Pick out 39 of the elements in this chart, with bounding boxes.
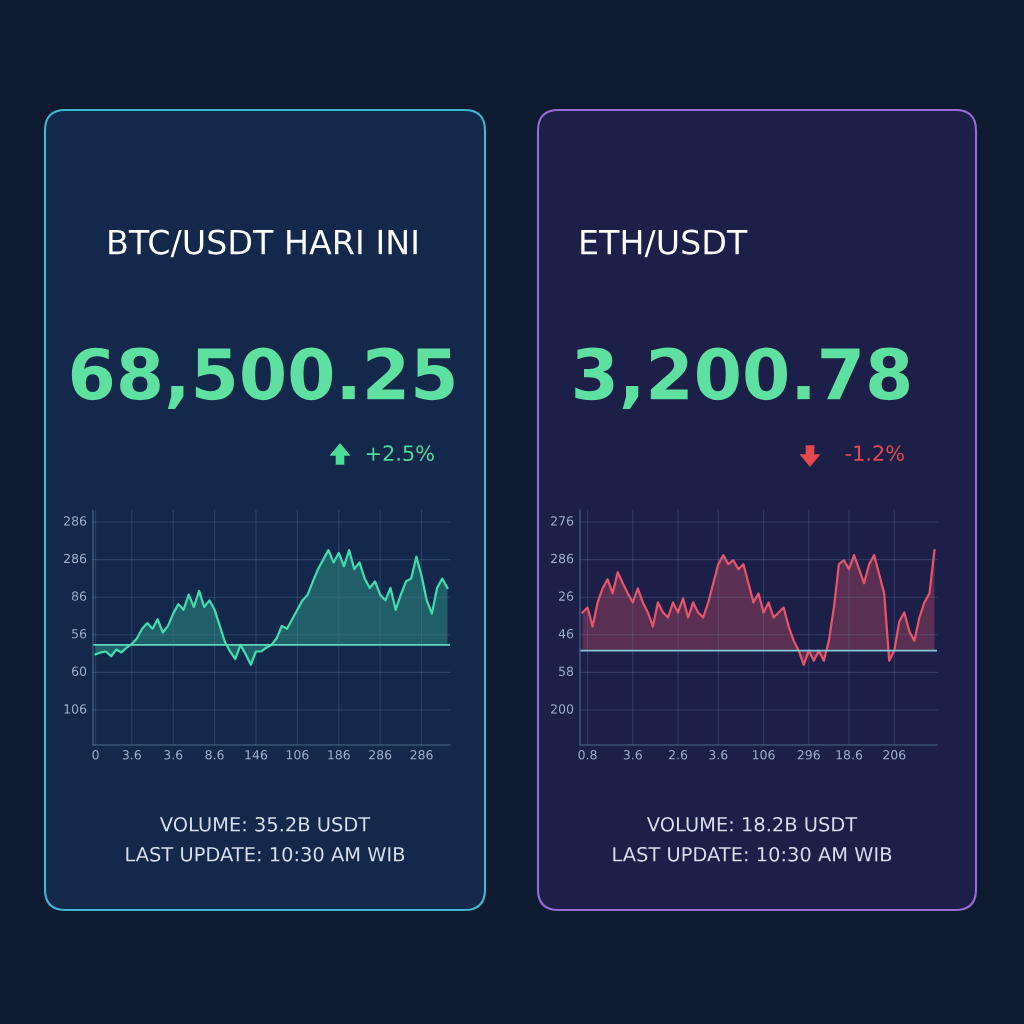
text: LAST UPDATE: 10:30 AM WIB [126,846,405,862]
text: LAST UPDATE: 10:30 AM WIB [613,846,892,862]
x-tick-label: 3.6 [164,750,183,760]
text: 58 [559,666,574,677]
text: 286 [64,553,87,564]
x-tick-label: 2.6 [669,750,688,760]
chart-title: ETH/USDT [581,229,748,258]
text: 106 [64,704,87,714]
text: VOLUME: 35.2B USDT [159,816,371,832]
text: 60 [71,666,87,677]
x-tick-label: 3.6 [122,750,141,760]
text: 86 [71,591,87,601]
text: +2.5% [366,445,434,462]
x-tick-label: 106 [286,750,309,760]
x-tick-label: 186 [328,750,350,760]
text: -1.2% [845,445,904,462]
x-tick-label: 296 [797,750,820,760]
chart-subtitle: 3,200.78 [575,347,910,410]
x-tick-label: 0.8 [578,750,597,760]
x-tick-label: 8.6 [205,750,224,760]
text: VOLUME: 18.2B USDT [646,816,858,832]
x-tick-label: 106 [752,750,775,760]
x-tick-label: 206 [883,750,906,760]
text: 286 [551,553,574,564]
x-tick-label: 146 [245,750,268,760]
text: 286 [64,516,87,526]
chart-title: BTC/USDT HARI INI [109,229,417,258]
text: 200 [551,704,574,714]
chart-subtitle: 68,500.25 [71,347,454,410]
x-tick-label: 3.6 [623,750,642,760]
x-tick-label: 0 [92,750,99,760]
x-tick-label: 18.6 [836,750,863,760]
x-tick-label: 286 [410,750,433,760]
x-tick-label: 286 [369,750,392,760]
text: 276 [551,516,574,526]
text: 56 [72,628,87,639]
text: 26 [559,591,574,601]
text: 46 [558,628,574,639]
x-tick-label: 3.6 [709,750,728,760]
